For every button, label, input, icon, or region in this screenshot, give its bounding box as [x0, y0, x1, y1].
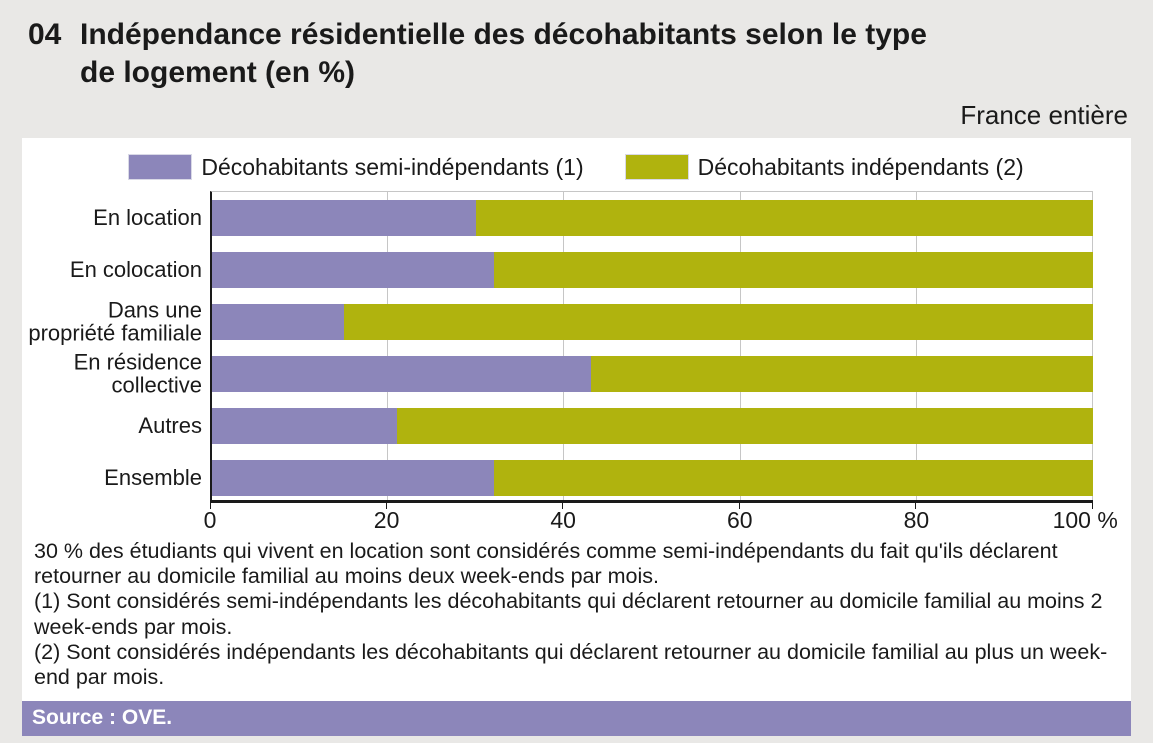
figure-header: 04 Indépendance résidentielle des décoha… [0, 0, 1153, 130]
bar-row-1: En location [93, 199, 1093, 236]
legend-swatch-independants-icon [624, 154, 689, 181]
note-footnote-1: (1) Sont considérés semi-indépendants le… [34, 589, 1103, 639]
bar-row-4: En résidence collective [74, 350, 1093, 397]
legend-label-semi-independants: Décohabitants semi-indépendants (1) [201, 153, 584, 180]
bar-segment-semi-independants-5 [212, 407, 397, 444]
figure-title: Indépendance résidentielle des décohabit… [80, 16, 927, 91]
category-label-5: Autres [138, 412, 202, 438]
bar-row-2: En colocation [70, 251, 1093, 288]
category-label-1: En location [93, 204, 202, 230]
gridline-60 [739, 191, 741, 500]
figure-title-line2: de logement (en %) [80, 55, 356, 89]
category-label-3: Dans une propriété familiale [28, 296, 202, 346]
x-axis: 0 20 40 60 80 100 % [204, 502, 1118, 537]
gridline-80 [915, 191, 917, 500]
category-label-6: Ensemble [104, 464, 202, 490]
x-tick-mark-80 [915, 502, 917, 509]
x-tick-label-100: 100 % [1052, 506, 1118, 533]
chart-area: En location En colocation Dans une proprié… [28, 190, 1118, 537]
x-tick-label-80: 80 [903, 506, 930, 533]
figure-number: 04 [28, 18, 62, 51]
bar-segment-semi-independants-2 [212, 251, 494, 288]
bar-segment-independants-4 [590, 355, 1093, 392]
x-tick-mark-20 [385, 502, 387, 509]
bar-segment-semi-independants-1 [212, 199, 477, 236]
figure-title-row: 04 Indépendance résidentielle des décoha… [28, 16, 1128, 91]
legend-label-independants: Décohabitants indépendants (2) [697, 153, 1024, 180]
x-tick-mark-40 [562, 502, 564, 509]
chart-panel: Décohabitants semi-indépendants (1) Déco… [22, 137, 1131, 736]
bar-segment-independants-5 [397, 407, 1093, 444]
bar-segment-independants-6 [493, 459, 1093, 496]
chart-notes: 30 % des étudiants qui vivent en locatio… [22, 537, 1131, 697]
bar-row-3: Dans une propriété familiale [28, 298, 1093, 345]
scope-label: France entière [960, 100, 1128, 130]
bar-segment-independants-1 [476, 199, 1093, 236]
x-tick-mark-0 [210, 502, 211, 509]
x-tick-mark-60 [738, 502, 740, 509]
gridline-20 [387, 191, 389, 500]
gridline-100 [1092, 191, 1093, 500]
x-tick-mark-100 [1092, 502, 1093, 509]
bar-segment-semi-independants-3 [212, 303, 345, 340]
category-label-2: En colocation [69, 256, 202, 282]
x-tick-label-60: 60 [727, 506, 753, 533]
legend-item-semi-independants: Décohabitants semi-indépendants (1) [128, 153, 584, 181]
note-reading-aid: 30 % des étudiants qui vivent en locatio… [34, 538, 1058, 588]
legend-item-independants: Décohabitants indépendants (2) [624, 153, 1024, 181]
figure-title-line1: Indépendance résidentielle des décohabit… [80, 18, 927, 51]
bar-row-5: Autres [138, 407, 1093, 444]
bar-segment-independants-2 [493, 251, 1093, 288]
x-tick-label-0: 0 [203, 506, 217, 533]
bar-segment-semi-independants-6 [212, 459, 494, 496]
bar-row-6: Ensemble [104, 459, 1093, 496]
bar-segment-semi-independants-4 [212, 355, 591, 392]
note-footnote-2: (2) Sont considérés indépendants les déc… [34, 640, 1108, 690]
source-bar: Source : OVE. [22, 700, 1131, 736]
plot-area: En location En colocation Dans une proprié… [28, 190, 1093, 503]
legend-swatch-semi-independants-icon [128, 154, 193, 181]
x-tick-label-40: 40 [550, 506, 576, 533]
chart-legend: Décohabitants semi-indépendants (1) Déco… [22, 148, 1131, 191]
gridline-40 [563, 191, 565, 500]
x-tick-label-20: 20 [373, 506, 400, 533]
category-label-4: En résidence collective [73, 348, 202, 398]
bar-segment-independants-3 [344, 303, 1093, 340]
